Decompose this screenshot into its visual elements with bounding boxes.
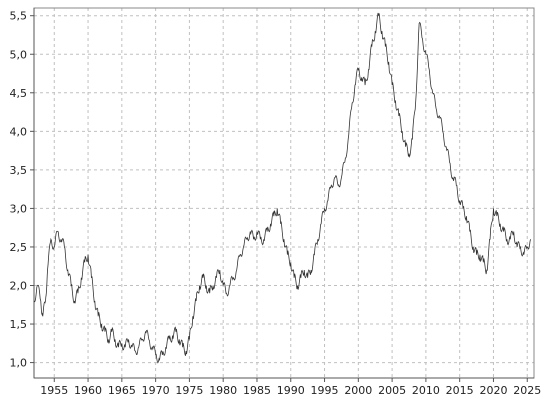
x-tick-label: 2000 — [344, 384, 372, 397]
y-tick-label: 4,0 — [10, 125, 28, 138]
y-tick-label: 5,5 — [10, 10, 28, 23]
plot-frame — [33, 7, 535, 379]
x-tick-label: 1960 — [74, 384, 102, 397]
x-tick-label: 2005 — [378, 384, 406, 397]
grid — [34, 8, 534, 378]
x-tick-label: 2025 — [513, 384, 541, 397]
x-tick-label: 2010 — [412, 384, 440, 397]
y-tick-label: 2,0 — [10, 280, 28, 293]
x-tick-label: 1965 — [108, 384, 136, 397]
x-axis-ticks: 1955 1960 1965 1970 1975 1980 1985 1990 1995 2000… — [40, 378, 541, 397]
x-tick-label: 1995 — [311, 384, 339, 397]
y-tick-label: 3,5 — [10, 164, 28, 177]
axes — [33, 7, 535, 379]
x-tick-label: 1955 — [40, 384, 68, 397]
x-tick-label: 2020 — [479, 384, 507, 397]
x-tick-label: 1990 — [277, 384, 305, 397]
x-tick-label: 1970 — [142, 384, 170, 397]
y-axis-ticks: 1,0 1,5 2,0 2,5 3,0 3,5 4,0 4,5 5,0 5,5 — [10, 10, 34, 370]
y-tick-label: 3,0 — [10, 202, 28, 215]
series-layer — [33, 12, 532, 364]
series-line — [33, 12, 532, 364]
y-tick-label: 1,5 — [10, 318, 28, 331]
x-tick-label: 2015 — [446, 384, 474, 397]
x-tick-label: 1985 — [243, 384, 271, 397]
x-tick-label: 1980 — [209, 384, 237, 397]
y-tick-label: 5,0 — [10, 48, 28, 61]
y-tick-label: 2,5 — [10, 241, 28, 254]
y-tick-label: 1,0 — [10, 357, 28, 370]
x-tick-label: 1975 — [175, 384, 203, 397]
y-tick-label: 4,5 — [10, 87, 28, 100]
